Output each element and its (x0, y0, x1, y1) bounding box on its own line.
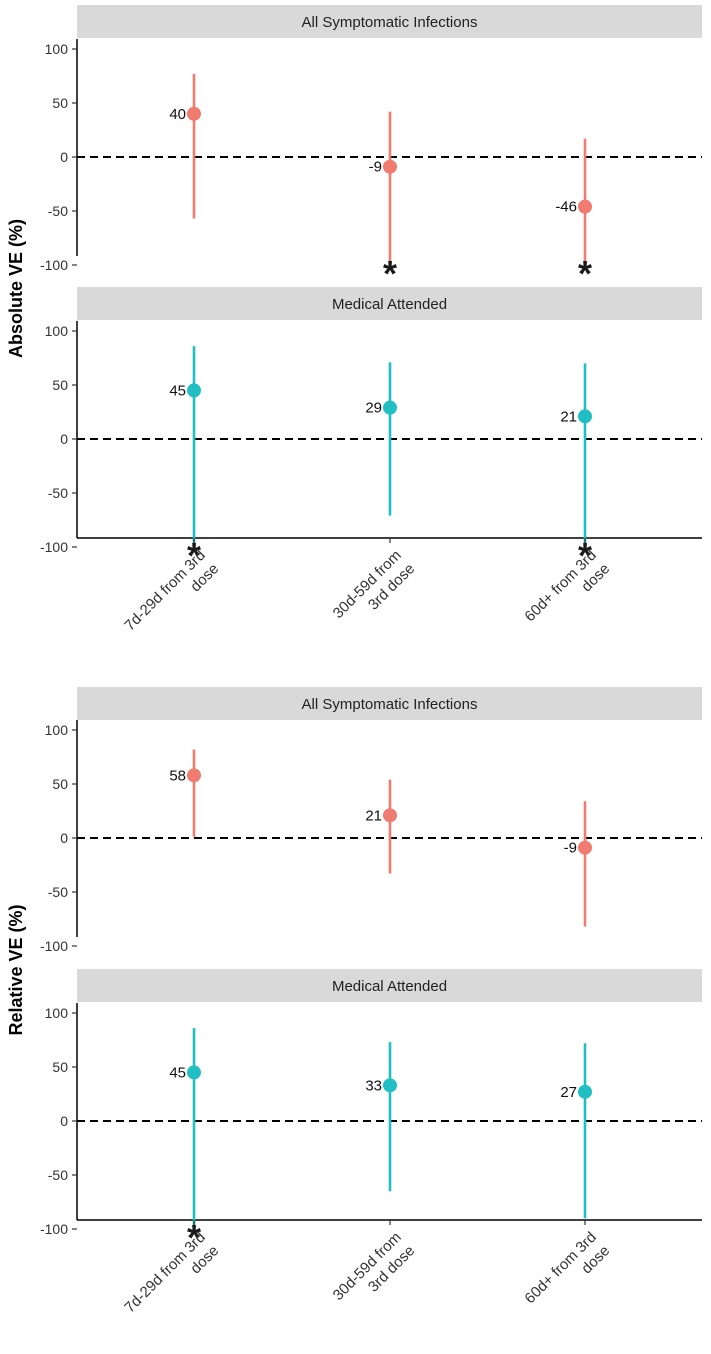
point-value-label: 21 (365, 807, 382, 824)
y-tick-label: 0 (60, 830, 68, 846)
point-estimate (187, 768, 201, 783)
panel-title: Medical Attended (332, 296, 447, 313)
y-tick-label: 0 (60, 431, 68, 447)
panel-strip (77, 5, 702, 38)
significance-star: * (578, 253, 592, 294)
panel-strip (77, 287, 702, 320)
significance-star: * (383, 253, 397, 294)
point-estimate (383, 159, 397, 174)
y-tick-label: 100 (45, 41, 69, 57)
y-tick-label: 0 (60, 1113, 68, 1129)
point-value-label: 33 (365, 1077, 382, 1094)
panel-title: All Symptomatic Infections (302, 696, 478, 713)
point-estimate (578, 1084, 592, 1099)
point-value-label: 29 (365, 400, 382, 417)
point-estimate (187, 106, 201, 121)
point-estimate (383, 400, 397, 415)
y-tick-label: 50 (52, 95, 68, 111)
panel-strip (77, 969, 702, 1002)
panel-strip (77, 687, 702, 720)
y-tick-label: 50 (52, 776, 68, 792)
panel-title: All Symptomatic Infections (302, 14, 478, 31)
y-tick-label: 100 (45, 1005, 69, 1021)
y-tick-label: -50 (48, 485, 68, 501)
y-tick-label: -100 (40, 257, 68, 273)
panel-title: Medical Attended (332, 978, 447, 995)
point-value-label: 40 (169, 106, 186, 123)
point-estimate (383, 1078, 397, 1093)
significance-star: * (187, 1217, 201, 1258)
point-value-label: 45 (169, 382, 186, 399)
y-tick-label: -50 (48, 203, 68, 219)
point-value-label: 58 (169, 767, 186, 784)
point-estimate (187, 1065, 201, 1080)
y-tick-label: 100 (45, 722, 69, 738)
point-estimate (578, 199, 592, 214)
significance-star: * (578, 535, 592, 576)
y-tick-label: -100 (40, 539, 68, 555)
point-value-label: 45 (169, 1064, 186, 1081)
point-value-label: 21 (560, 408, 577, 425)
significance-star: * (187, 535, 201, 576)
y-tick-label: -100 (40, 938, 68, 954)
y-axis-title: Absolute VE (%) (6, 219, 26, 358)
point-value-label: -9 (369, 159, 382, 176)
y-axis-title: Relative VE (%) (6, 904, 26, 1035)
point-estimate (187, 383, 201, 398)
y-tick-label: -50 (48, 1167, 68, 1183)
point-value-label: -46 (555, 199, 577, 216)
point-estimate (383, 808, 397, 823)
point-value-label: -9 (564, 840, 577, 857)
point-estimate (578, 840, 592, 855)
y-tick-label: 100 (45, 323, 69, 339)
y-tick-label: 50 (52, 1059, 68, 1075)
y-tick-label: -100 (40, 1221, 68, 1237)
y-tick-label: 0 (60, 149, 68, 165)
point-value-label: 27 (560, 1084, 577, 1101)
point-estimate (578, 409, 592, 424)
y-tick-label: 50 (52, 377, 68, 393)
y-tick-label: -50 (48, 884, 68, 900)
